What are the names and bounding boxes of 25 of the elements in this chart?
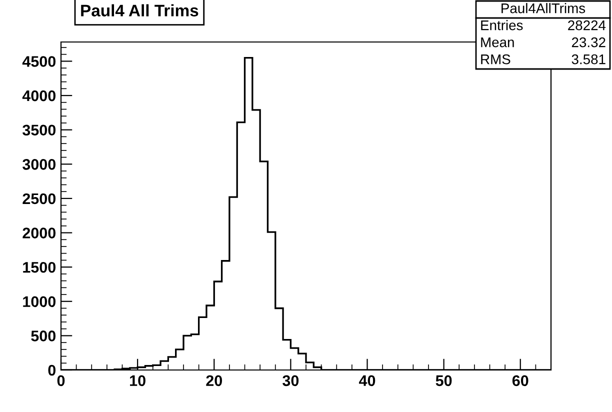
y-tick-label: 1500: [23, 262, 56, 273]
y-tick-label: 3500: [22, 124, 56, 136]
x-tick-label: 30: [282, 375, 299, 386]
y-tick-label: 2000: [22, 228, 56, 238]
annotation: RMS: [481, 54, 510, 64]
text: 28224: [568, 20, 606, 30]
chart-title: Paul4 All Trims: [81, 4, 198, 16]
y-tick-label: 1000: [23, 296, 56, 308]
y-tick-label: 4000: [22, 90, 56, 102]
y-tick-label: 500: [31, 330, 56, 342]
text: 23.32: [572, 37, 606, 48]
text: 3.581: [572, 54, 606, 64]
y-tick-label: 3000: [22, 159, 56, 170]
x-tick-label: 10: [130, 375, 146, 386]
x-tick-label: 50: [436, 375, 452, 386]
y-tick-label: 0: [48, 364, 56, 376]
x-tick-label: 0: [57, 375, 65, 386]
y-tick-label: 2500: [22, 193, 56, 204]
text: Paul4AllTrims: [502, 3, 586, 14]
x-tick-label: 40: [358, 375, 376, 386]
annotation: Mean: [481, 38, 514, 48]
text: Entries: [481, 20, 523, 30]
x-tick-label: 20: [206, 375, 222, 386]
x-tick-label: 60: [512, 375, 528, 386]
y-tick-label: 4500: [22, 56, 56, 67]
